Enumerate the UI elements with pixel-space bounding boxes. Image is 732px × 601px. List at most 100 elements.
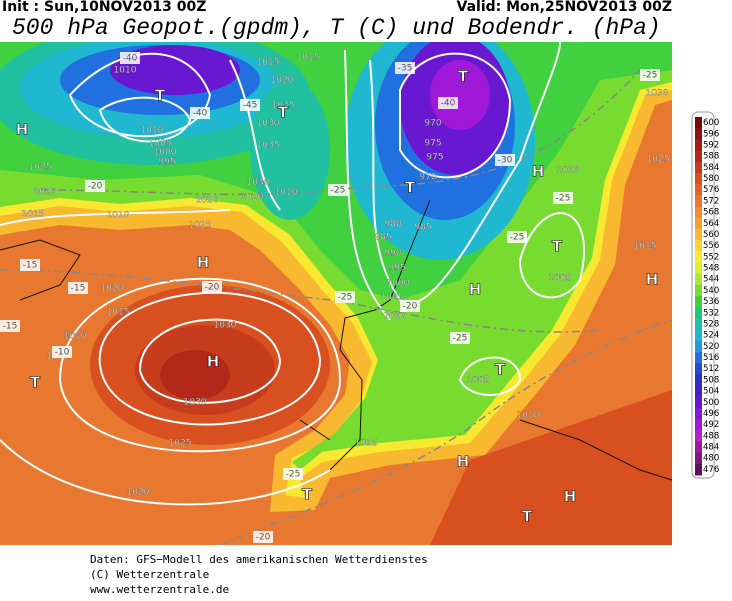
isobar-label: 970 (419, 173, 436, 183)
temperature-label: -25 (510, 233, 525, 243)
temperature-label: -25 (556, 194, 571, 204)
colorbar-swatch (695, 374, 702, 386)
temp-label-box (395, 62, 415, 74)
isobar-label: 1005 (467, 376, 490, 386)
colorbar-swatch (695, 117, 702, 129)
temp-label-box (328, 184, 348, 196)
colorbar-label: 480 (703, 454, 719, 464)
isobar-label: 990 (384, 249, 401, 259)
colorbar-swatch (695, 206, 702, 219)
isobar-label: 1020 (271, 76, 294, 86)
temperature-label: -25 (453, 334, 468, 344)
isobar-label: 1005 (549, 274, 572, 284)
pressure-center: T (278, 104, 289, 122)
isobar-label: 1030 (646, 89, 669, 99)
pressure-center: T (552, 238, 563, 256)
isobar-label: 1035 (272, 101, 295, 111)
temperature-label: -15 (23, 261, 38, 271)
colorbar-swatch (695, 184, 702, 196)
colorbar-swatch (695, 251, 702, 263)
colorbar-label: 568 (703, 208, 719, 218)
isobar-label: 1010 (384, 312, 407, 322)
isobar-label: 1005 (149, 139, 172, 149)
isobar-label: 980 (384, 220, 401, 230)
colorbar-label: 476 (703, 465, 719, 475)
colorbar-label: 544 (703, 275, 719, 285)
temp-label-box (450, 332, 470, 344)
colorbar-label: 492 (703, 420, 719, 430)
valid-time: Valid: Mon,25NOV2013 00Z (457, 0, 672, 15)
colorbar-label: 516 (703, 353, 719, 363)
pressure-center: T (30, 374, 41, 392)
colorbar-swatch (695, 217, 702, 230)
temp-label-box (190, 107, 210, 119)
isobar-label: 1015 (257, 58, 280, 68)
isobar-label: 970 (424, 119, 441, 129)
isobar-label: 1020 (196, 196, 219, 206)
isobar-label: 1010 (114, 66, 137, 76)
pressure-center: H (564, 488, 577, 506)
temp-label-box (20, 259, 40, 271)
colorbar-swatch (695, 318, 702, 331)
colorbar-label: 556 (703, 241, 719, 251)
temp-label-box (52, 346, 72, 358)
colorbar-swatch (695, 452, 702, 465)
isobar-label: 1000 (387, 279, 410, 289)
colorbar-swatch (695, 340, 702, 353)
temp-label-box (202, 281, 222, 293)
colorbar-label: 536 (703, 297, 719, 307)
init-time: Init : Sun,10NOV2013 00Z (2, 0, 206, 15)
colorbar-swatch (695, 430, 702, 442)
isobar-label: 1010 (517, 411, 540, 421)
isobar-label: 975 (426, 153, 443, 163)
pressure-center: T (405, 179, 416, 197)
isobar-label: 1015 (297, 53, 320, 63)
colorbar-label: 504 (703, 387, 719, 397)
isobar-label: 1010 (275, 188, 298, 198)
colorbar-label: 540 (703, 286, 719, 296)
temperature-label: -25 (643, 71, 658, 81)
temperature-label: -25 (331, 186, 346, 196)
colorbar-swatch (695, 139, 702, 152)
colorbar-swatch (695, 463, 702, 476)
colorbar-label: 552 (703, 252, 719, 262)
colorbar-swatch (695, 351, 702, 364)
colorbar-swatch (695, 396, 702, 409)
isobar-label: 1025 (647, 155, 670, 165)
temp-label-box (495, 154, 515, 166)
isobar-label: 1005 (381, 293, 404, 303)
temperature-label: -25 (286, 470, 301, 480)
isobar-label: 1015 (107, 308, 130, 318)
colorbar-label: 512 (703, 364, 719, 374)
footer-source: Daten: GFS−Modell des amerikanischen Wet… (90, 553, 428, 566)
temperature-label: -35 (398, 64, 413, 74)
colorbar-label: 528 (703, 319, 719, 329)
colorbar-label: 592 (703, 140, 719, 150)
temperature-label: -10 (55, 348, 70, 358)
isobar-label: 995 (158, 158, 175, 168)
pressure-center: H (457, 453, 470, 471)
footer-url[interactable]: www.wetterzentrale.de (90, 583, 229, 596)
colorbar-swatch (695, 441, 702, 454)
colorbar-label: 496 (703, 409, 719, 419)
temp-label-box (283, 468, 303, 480)
isobar-label: 1025 (169, 439, 192, 449)
isobar-label: 975 (424, 139, 441, 149)
colorbar-label: 564 (703, 219, 719, 229)
pressure-center: T (302, 486, 313, 504)
isobar-label: 1025 (29, 163, 52, 173)
colorbar-swatch (695, 195, 702, 207)
colorbar-label: 484 (703, 443, 719, 453)
colorbar-label: 596 (703, 129, 719, 139)
pressure-center: H (16, 121, 29, 139)
footer-copyright: (C) Wetterzentrale (90, 568, 209, 581)
colorbar-label: 584 (703, 163, 719, 173)
pressure-center: T (155, 87, 166, 105)
colorbar-label: 600 (703, 118, 719, 128)
colorbar-label: 532 (703, 308, 719, 318)
isobar-label: 985 (374, 233, 391, 243)
temperature-label: -45 (243, 101, 258, 111)
colorbar-swatch (695, 240, 702, 252)
colorbar-swatch (695, 363, 702, 375)
